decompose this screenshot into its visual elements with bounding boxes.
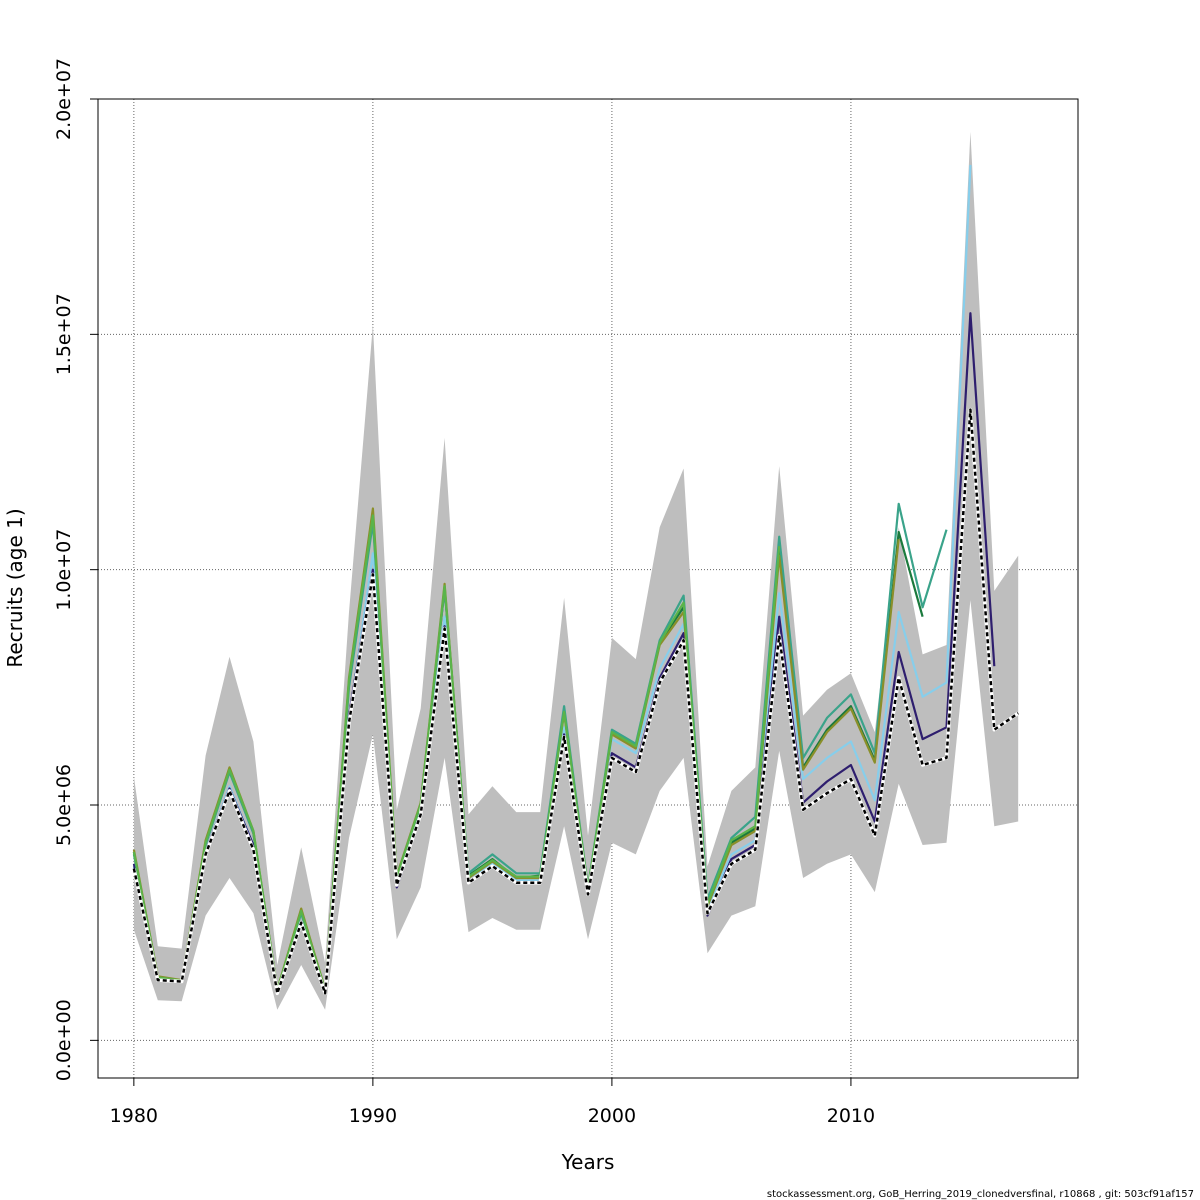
y-tick-label: 5.0e+06 — [53, 764, 75, 846]
x-tick-label: 2010 — [827, 1105, 875, 1127]
x-tick-label: 1990 — [349, 1105, 397, 1127]
series-layer — [132, 164, 1020, 996]
confidence-band — [133, 131, 1019, 1010]
x-tick-label: 2000 — [588, 1105, 636, 1127]
y-axis-title: Recruits (age 1) — [3, 508, 27, 667]
y-tick-label: 1.5e+07 — [53, 293, 75, 375]
y-tick-label: 0.0e+00 — [53, 999, 75, 1081]
x-tick-label: 1980 — [110, 1105, 158, 1127]
axis-layer: 1980 1990 2000 2010 0.0e+00 5.0e+06 1.0e+07 1.5… — [53, 58, 875, 1127]
confidence-band-layer — [133, 131, 1019, 1010]
series-line-6 — [132, 408, 1019, 995]
y-tick-label: 2.0e+07 — [53, 58, 75, 140]
footer-caption: stockassessment.org, GoB_Herring_2019_cl… — [767, 1189, 1194, 1200]
series-line-5 — [132, 514, 781, 992]
x-axis-title: Years — [561, 1150, 615, 1174]
y-tick-label: 1.0e+07 — [53, 529, 75, 611]
